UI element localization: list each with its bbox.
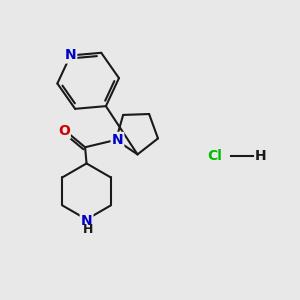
Text: Cl: Cl xyxy=(207,149,222,163)
Text: O: O xyxy=(58,124,70,138)
Text: N: N xyxy=(81,214,92,228)
Text: N: N xyxy=(64,49,76,62)
Text: H: H xyxy=(83,223,93,236)
Text: H: H xyxy=(255,149,266,163)
Text: N: N xyxy=(112,133,123,147)
